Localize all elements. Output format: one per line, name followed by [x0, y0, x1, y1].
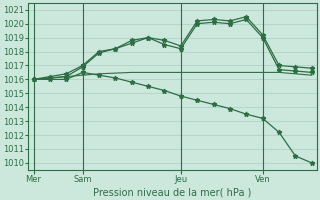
X-axis label: Pression niveau de la mer( hPa ): Pression niveau de la mer( hPa ): [93, 187, 252, 197]
